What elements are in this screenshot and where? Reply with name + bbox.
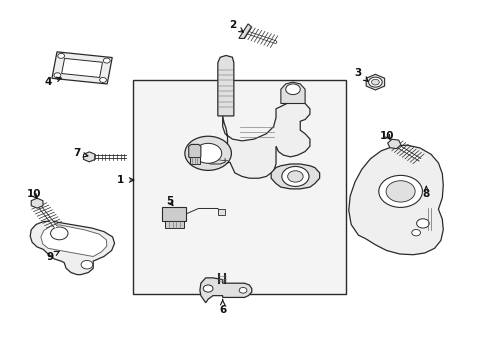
Circle shape	[203, 285, 213, 292]
Circle shape	[411, 229, 420, 236]
Polygon shape	[239, 24, 251, 39]
Polygon shape	[387, 139, 400, 149]
Polygon shape	[271, 164, 319, 189]
Polygon shape	[52, 52, 112, 84]
Circle shape	[194, 143, 221, 163]
Circle shape	[416, 219, 428, 228]
Polygon shape	[83, 152, 95, 162]
Circle shape	[58, 53, 64, 58]
Circle shape	[81, 260, 93, 269]
Text: 1: 1	[117, 175, 134, 185]
Polygon shape	[217, 209, 224, 215]
Text: 5: 5	[165, 196, 173, 206]
Polygon shape	[280, 82, 305, 103]
Text: 10: 10	[26, 189, 41, 199]
Text: 3: 3	[354, 68, 367, 81]
Polygon shape	[164, 221, 183, 228]
Polygon shape	[200, 278, 251, 303]
Polygon shape	[61, 58, 102, 77]
Polygon shape	[190, 157, 200, 164]
Circle shape	[371, 79, 379, 85]
Circle shape	[50, 227, 68, 240]
Polygon shape	[217, 55, 233, 116]
Circle shape	[287, 171, 303, 182]
Text: 4: 4	[44, 77, 61, 87]
Polygon shape	[41, 225, 106, 257]
Polygon shape	[162, 207, 186, 221]
Polygon shape	[348, 145, 443, 255]
Circle shape	[184, 136, 231, 170]
Polygon shape	[31, 198, 43, 208]
Circle shape	[368, 77, 382, 87]
Text: 9: 9	[46, 251, 59, 261]
Circle shape	[239, 288, 246, 293]
Text: 7: 7	[73, 148, 88, 158]
Polygon shape	[196, 102, 309, 178]
Text: 10: 10	[380, 131, 394, 140]
Text: 6: 6	[219, 299, 226, 315]
Polygon shape	[366, 74, 384, 90]
Bar	[133, 80, 346, 294]
Circle shape	[281, 166, 308, 186]
Circle shape	[285, 84, 300, 95]
Circle shape	[378, 175, 422, 207]
Polygon shape	[188, 144, 201, 159]
Circle shape	[54, 73, 61, 78]
Circle shape	[386, 181, 414, 202]
Circle shape	[100, 77, 106, 82]
Text: 2: 2	[228, 20, 243, 32]
Polygon shape	[30, 221, 114, 275]
Text: 8: 8	[422, 186, 429, 199]
Circle shape	[103, 58, 110, 63]
